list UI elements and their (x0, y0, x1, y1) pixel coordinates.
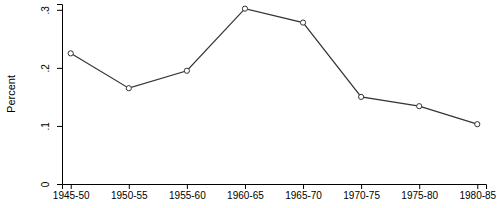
marker (475, 122, 480, 127)
y-tick-mark (57, 184, 62, 185)
x-tick-label: 1965-70 (285, 190, 322, 201)
y-tick-label: .2 (40, 64, 51, 73)
y-tick-label: 0 (40, 181, 51, 187)
x-tick-mark (245, 184, 246, 189)
line (71, 9, 478, 125)
x-tick-mark (303, 184, 304, 189)
chart: 0 .1 .2 .3 1945-50 1950-55 1955-60 1960-65 1965-… (0, 0, 500, 208)
x-tick-label: 1980-85 (459, 190, 496, 201)
x-tick-mark (419, 184, 420, 189)
marker (242, 6, 247, 11)
marker (126, 86, 131, 91)
x-tick-mark (477, 184, 478, 189)
x-tick-mark (187, 184, 188, 189)
x-tick-mark (361, 184, 362, 189)
y-axis: 0 .1 .2 .3 (40, 5, 63, 188)
y-tick: .3 (40, 6, 62, 15)
marker (417, 104, 422, 109)
x-tick-mark (71, 184, 72, 189)
y-tick-label: .3 (40, 6, 51, 15)
x-tick: 1945-50 (53, 184, 90, 201)
x-tick-label: 1960-65 (227, 190, 264, 201)
x-tick: 1955-60 (169, 184, 206, 201)
y-tick-mark (57, 68, 62, 69)
y-tick: .1 (40, 122, 62, 131)
x-tick-mark (129, 184, 130, 189)
x-axis-line (63, 185, 487, 190)
x-tick: 1950-55 (111, 184, 148, 201)
x-tick-label: 1970-75 (343, 190, 380, 201)
y-axis-title: Percent (5, 75, 17, 113)
plot: 0 .1 .2 .3 1945-50 1950-55 1955-60 1960-65 1965-… (40, 5, 497, 202)
data-layer (68, 6, 480, 127)
x-tick-label: 1950-55 (111, 190, 148, 201)
marker (359, 94, 364, 99)
x-axis: 1945-50 1950-55 1955-60 1960-65 1965-70 1970-… (53, 184, 497, 201)
x-tick: 1975-80 (401, 184, 438, 201)
x-tick: 1970-75 (343, 184, 380, 201)
x-tick: 1965-70 (285, 184, 322, 201)
y-tick-label: .1 (40, 122, 51, 131)
marker (184, 68, 189, 73)
marker (300, 20, 305, 25)
x-tick-label: 1975-80 (401, 190, 438, 201)
y-tick-mark (57, 10, 62, 11)
y-tick: 0 (40, 181, 62, 187)
x-tick: 1980-85 (459, 184, 496, 201)
x-tick: 1960-65 (227, 184, 264, 201)
marker (68, 51, 73, 56)
x-tick-label: 1955-60 (169, 190, 206, 201)
y-axis-line (57, 5, 63, 185)
y-tick: .2 (40, 64, 62, 73)
y-tick-mark (57, 126, 62, 127)
x-tick-label: 1945-50 (53, 190, 90, 201)
